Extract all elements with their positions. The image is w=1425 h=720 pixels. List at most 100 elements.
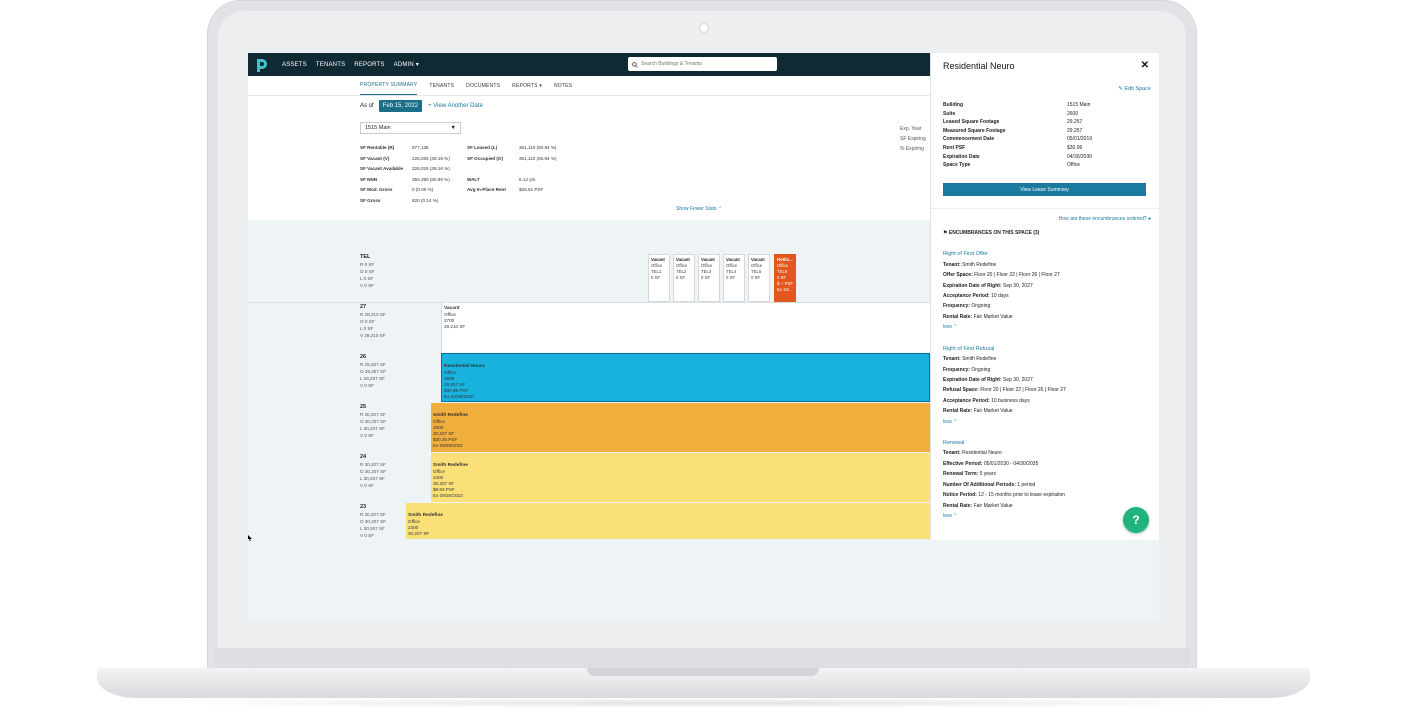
tab-property-summary[interactable]: PROPERTY SUMMARY <box>360 76 418 95</box>
as-of-bar: As of Feb 15, 2022 + View Another Date <box>248 96 930 116</box>
field-value: 05/01/2019 <box>1067 136 1093 142</box>
space-suite: TEL6 <box>777 269 788 274</box>
tel-space-card[interactable]: Vacant Office TEL2 0 SF <box>673 254 695 302</box>
floor-stat: L 30,207 SF <box>360 476 385 481</box>
tab-reports[interactable]: REPORTS ▾ <box>512 77 542 95</box>
floor-stat: R 29,210 SF <box>360 312 386 317</box>
floor-stat: R 0 SF <box>360 262 375 267</box>
line-key: Tenant: <box>943 262 961 268</box>
less-link[interactable]: less ⌃ <box>943 513 958 519</box>
field-value: 1515 Main <box>1067 102 1091 108</box>
nav-assets[interactable]: ASSETS <box>282 61 307 68</box>
less-label: less <box>943 324 952 330</box>
field-label: Building <box>943 102 963 108</box>
space-expiry: Ex 10/... <box>777 287 793 292</box>
plan-empty-area <box>248 539 930 622</box>
space-expiry: Ex 09/30/2022 <box>433 443 463 448</box>
tel-space-card[interactable]: Vacant Office TEL1 0 SF <box>648 254 670 302</box>
tel-space-card-hotline[interactable]: Hotlin... Office TEL6 0 SF $ -- PSF Ex 10/... <box>774 254 796 302</box>
less-link[interactable]: less ⌃ <box>943 324 958 330</box>
line-value: Floor 20 | Floor 22 | Floor 26 | Floor 2… <box>972 272 1060 278</box>
line-key: Tenant: <box>943 356 961 362</box>
tab-notes[interactable]: NOTES <box>553 82 573 89</box>
less-link[interactable]: less ⌃ <box>943 419 958 425</box>
encumbrance-line: Frequency: Ongoing <box>943 367 990 373</box>
nav-reports[interactable]: REPORTS <box>354 61 385 68</box>
space-sf: 30,207 SF <box>433 431 455 436</box>
floor-label-24: 24 R 30,207 SF O 30,207 SF L 30,207 SF V… <box>360 454 386 489</box>
line-key: Number Of Additional Periods: <box>943 482 1016 488</box>
encumbrance-line: Tenant: Residential Neuro <box>943 450 1002 456</box>
floor-stat: R 30,207 SF <box>360 512 386 517</box>
line-value: Floor 20 | Floor 22 | Floor 26 | Floor 2… <box>978 387 1066 393</box>
encumbrance-title[interactable]: Renewal <box>943 440 965 446</box>
floor-number: 25 <box>360 404 367 410</box>
line-value: Sep 30, 2027 <box>1001 377 1033 383</box>
building-select-value: 1515 Main <box>365 125 391 131</box>
encumbrance-title[interactable]: Right of First Refusal <box>943 346 995 352</box>
nav-tenants[interactable]: TENANTS <box>315 61 346 68</box>
field-label: Measured Square Footage <box>943 128 1006 134</box>
space-suite: TEL2 <box>676 269 687 274</box>
space-block-2700[interactable]: Vacant Office 2700 29,210 SF <box>441 303 930 352</box>
edit-icon: ✎ <box>1118 86 1123 92</box>
show-fewer-stats-link[interactable]: Show Fewer Stats ⌃ <box>676 206 722 212</box>
tab-documents[interactable]: DOCUMENTS <box>466 82 501 89</box>
space-block-2500[interactable]: Smith Redefine Office 2500 30,207 SF $30… <box>431 403 930 452</box>
line-value: 10 days <box>989 293 1009 299</box>
line-key: Effective Period: <box>943 461 983 467</box>
tab-tenants[interactable]: TENANTS <box>429 82 455 89</box>
floor-label-23: 23 R 30,207 SF O 30,207 SF L 30,207 SF V… <box>360 504 386 539</box>
line-value: Sep 30, 2027 <box>1001 283 1033 289</box>
space-type: Office <box>433 419 445 424</box>
space-block-2400[interactable]: Smith Redefine Office 2400 30,207 SF $9.… <box>431 453 930 502</box>
search-input[interactable] <box>641 61 771 67</box>
stat-label: SF Rentable (R) <box>360 145 395 150</box>
encumbrance-order-link[interactable]: How are these encumbrances ordered? ● <box>1059 216 1151 222</box>
encumbrances-heading-label: ENCUMBRANCES ON THIS SPACE (3) <box>948 230 1040 236</box>
view-lease-summary-button[interactable]: View Lease Summary <box>943 183 1146 196</box>
help-button[interactable]: ? <box>1123 507 1149 533</box>
sf-expiring-label: SF Expiring <box>900 136 926 142</box>
floor-stat: O 29,257 SF <box>360 369 387 374</box>
date-button[interactable]: Feb 15, 2022 <box>378 100 423 112</box>
space-sf: 30,207 SF <box>408 531 430 536</box>
space-type: Office <box>676 263 688 268</box>
app-logo-icon[interactable] <box>254 57 270 73</box>
line-key: Rental Rate: <box>943 314 973 320</box>
space-tenant: Vacant <box>676 257 690 262</box>
tel-space-card[interactable]: Vacant Office TEL5 0 SF <box>748 254 770 302</box>
floor-number: 27 <box>360 304 367 310</box>
panel-title: Residential Neuro <box>943 61 1015 71</box>
encumbrance-line: Expiration Date of Right: Sep 30, 2027 <box>943 377 1033 383</box>
space-block-2300[interactable]: Smith Redefine Office 2300 30,207 SF <box>406 503 930 539</box>
close-icon[interactable]: ✕ <box>1140 60 1149 71</box>
space-tenant: Vacant <box>726 257 740 262</box>
encumbrance-line: Renewal Term: 5 years <box>943 471 996 477</box>
laptop-base <box>97 668 1310 698</box>
encumbrance-line: Acceptance Period: 10 days <box>943 293 1009 299</box>
top-nav: ASSETS TENANTS REPORTS ADMIN ▾ <box>248 53 930 76</box>
encumbrance-line: Tenant: Smith Redefine <box>943 356 996 362</box>
tel-space-card[interactable]: Vacant Office TEL3 0 SF <box>698 254 720 302</box>
field-label: Suite <box>943 111 956 117</box>
nav-admin[interactable]: ADMIN ▾ <box>394 61 419 68</box>
space-expiry: Ex 04/30/2030 <box>444 394 474 399</box>
space-psf: $30.30 PSF <box>433 437 458 442</box>
edit-space-link[interactable]: ✎ Edit Space <box>1118 86 1151 92</box>
space-type: Office <box>726 263 738 268</box>
encumbrance-title[interactable]: Right of First Offer <box>943 251 988 257</box>
space-type: Office <box>751 263 763 268</box>
line-value: 5 years <box>978 471 996 477</box>
stat-label: Avg In-Place Rent <box>467 187 506 192</box>
stat-label: SF Vacant (V) <box>360 156 390 161</box>
encumbrance-line: Acceptance Period: 10 business days <box>943 398 1030 404</box>
building-select[interactable]: 1515 Main ▼ <box>360 122 461 134</box>
view-another-date-link[interactable]: + View Another Date <box>428 103 483 109</box>
space-block-2600-selected[interactable]: Residential Neuro Office 2600 29,257 SF … <box>441 353 930 402</box>
space-sf: 0 SF <box>777 275 787 280</box>
info-icon: ● <box>1147 216 1151 222</box>
stat-value: 226,026 (39.16 %) <box>412 166 450 171</box>
tel-space-card[interactable]: Vacant Office TEL4 0 SF <box>723 254 745 302</box>
edit-space-label: Edit Space <box>1124 86 1151 92</box>
